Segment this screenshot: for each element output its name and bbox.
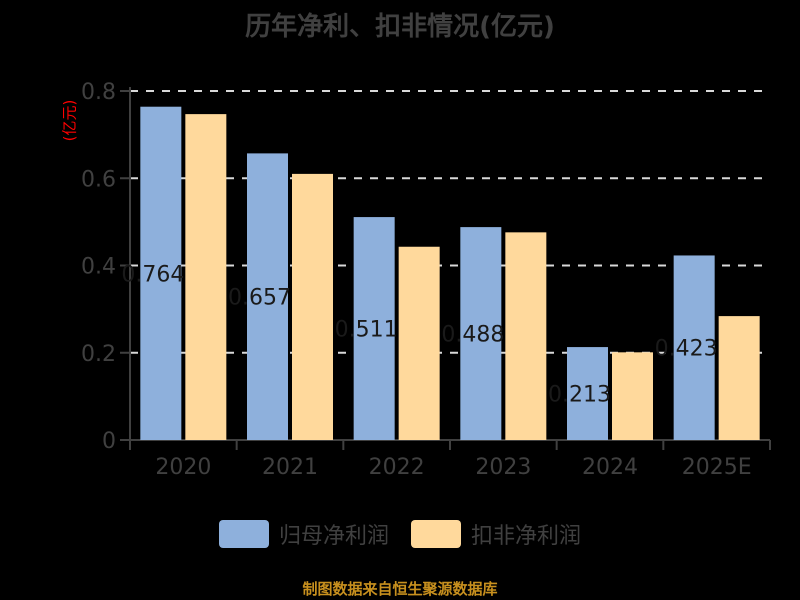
bar-deducted-net-profit (612, 352, 653, 440)
y-tick-label: 0.4 (81, 255, 116, 280)
x-tick-label: 2021 (262, 455, 318, 480)
legend-label: 扣非净利润 (471, 524, 582, 549)
bar-net-profit (460, 227, 502, 440)
y-tick-label: 0.8 (81, 80, 116, 105)
data-label: 0.213 (548, 383, 611, 408)
bar-net-profit (567, 347, 608, 440)
x-tick-label: 2024 (582, 455, 638, 480)
legend: 归母净利润 扣非净利润 (0, 518, 800, 550)
bar-net-profit (247, 153, 288, 441)
y-tick-label: 0.6 (81, 167, 116, 192)
y-tick-label: 0 (102, 429, 116, 454)
legend-item-net-profit[interactable]: 归母净利润 (218, 518, 389, 550)
bar-deducted-net-profit (505, 232, 547, 440)
y-tick-label: 0.2 (81, 342, 116, 367)
bar-deducted-net-profit (185, 114, 227, 440)
bar-deducted-net-profit (398, 246, 440, 440)
chart-title: 历年净利、扣非情况(亿元) (245, 12, 555, 42)
legend-swatch-orange (411, 520, 461, 548)
data-source-note: 制图数据来自恒生聚源数据库 (302, 580, 498, 598)
x-tick-label: 2022 (369, 455, 425, 480)
bar-deducted-net-profit (718, 316, 760, 440)
data-label: 0.488 (441, 323, 504, 348)
x-tick-label: 2020 (155, 455, 211, 480)
data-label: 0.764 (121, 262, 184, 287)
bar-net-profit (140, 106, 182, 440)
bar-net-profit (353, 217, 395, 440)
bar-deducted-net-profit (292, 173, 333, 440)
x-tick-label: 2023 (475, 455, 531, 480)
bar-net-profit (673, 255, 715, 440)
x-tick-label: 2025E (682, 455, 752, 480)
data-label: 0.657 (228, 286, 291, 311)
data-label: 0.423 (655, 337, 718, 362)
data-label: 0.511 (335, 318, 398, 343)
legend-swatch-blue (218, 520, 269, 548)
legend-item-deducted-net-profit[interactable]: 扣非净利润 (411, 518, 581, 550)
legend-label: 归母净利润 (278, 524, 389, 549)
